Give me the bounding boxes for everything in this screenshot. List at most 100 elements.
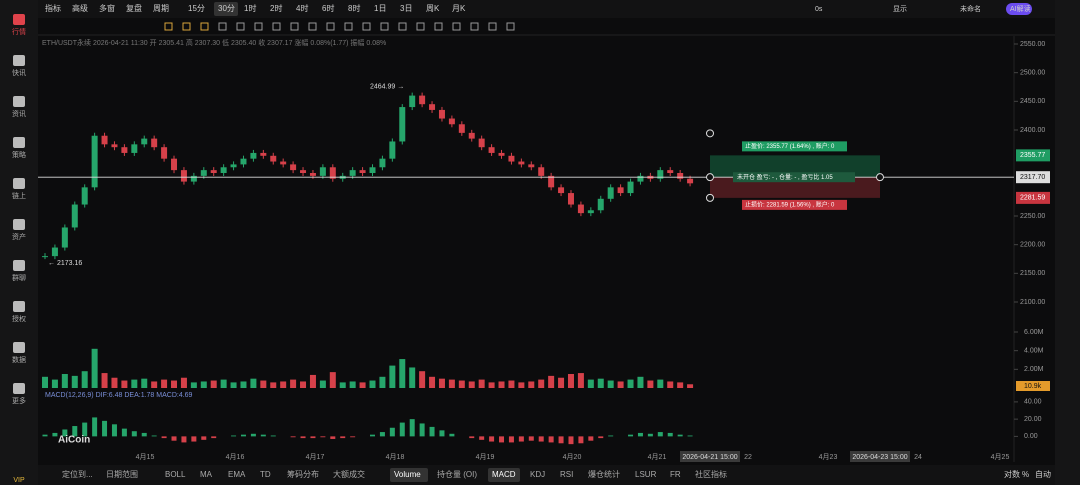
draw-tool-icon[interactable] — [344, 22, 353, 31]
draw-tool-icon[interactable] — [200, 22, 209, 31]
axis-option[interactable]: 对数 — [1004, 469, 1020, 479]
bottom-tab[interactable]: 社区指标 — [695, 469, 727, 479]
bottom-tab[interactable]: MACD — [492, 470, 516, 479]
period[interactable]: 周K — [426, 4, 440, 13]
candle — [399, 107, 406, 142]
candle — [290, 164, 297, 171]
period[interactable]: 6时 — [322, 3, 334, 13]
order-handle[interactable] — [706, 173, 714, 182]
nav-label[interactable]: 行情 — [12, 27, 26, 36]
volume-bar — [161, 379, 168, 388]
bottom-tab[interactable]: 爆仓统计 — [588, 469, 620, 479]
draw-tool-icon[interactable] — [470, 22, 479, 31]
bottom-tab[interactable]: 持仓量 (OI) — [437, 469, 477, 479]
draw-tool-icon[interactable] — [452, 22, 461, 31]
macd-bar — [300, 436, 306, 439]
nav-label[interactable]: 策略 — [12, 150, 26, 159]
bottom-tab[interactable]: TD — [260, 470, 271, 479]
order-handle[interactable] — [706, 129, 714, 138]
nav-label[interactable]: 更多 — [12, 396, 26, 405]
y-tick-label: 40.00 — [1024, 399, 1042, 406]
volume-bar — [280, 381, 287, 388]
toolbar-right[interactable]: 未命名 — [960, 4, 981, 13]
nav-label[interactable]: 授权 — [12, 314, 26, 323]
bottom-tab[interactable]: KDJ — [530, 470, 545, 479]
candle — [200, 170, 207, 176]
toolbar-item[interactable]: 多窗 — [99, 3, 115, 13]
draw-tool-icon[interactable] — [218, 22, 227, 31]
macd-bar — [72, 426, 78, 437]
bottom-tab[interactable]: Volume — [394, 470, 421, 479]
nav-label[interactable]: 快讯 — [12, 68, 26, 77]
period[interactable]: 15分 — [188, 4, 205, 13]
nav-label[interactable]: VIP — [13, 477, 25, 484]
period[interactable]: 3日 — [400, 4, 412, 13]
macd-bar — [191, 436, 197, 442]
candle — [409, 95, 416, 108]
toolbar-item[interactable]: 复盘 — [126, 3, 142, 13]
bottom-tab[interactable]: RSI — [560, 470, 573, 479]
draw-tool-icon[interactable] — [326, 22, 335, 31]
volume-bar — [468, 381, 475, 388]
nav-label[interactable]: 数据 — [12, 355, 26, 364]
bottom-tab[interactable]: 筹码分布 — [287, 469, 319, 479]
bottom-tab[interactable]: BOLL — [165, 470, 186, 479]
macd-bar — [111, 424, 117, 437]
toolbar-right[interactable]: 显示 — [893, 5, 907, 13]
period[interactable]: 8时 — [348, 3, 360, 13]
bottom-tab[interactable]: 日期范围 — [106, 469, 138, 479]
volume-bar — [240, 381, 247, 388]
draw-tool-icon[interactable] — [362, 22, 371, 31]
candle — [220, 167, 227, 173]
nav-icon — [13, 383, 25, 394]
period[interactable]: 月K — [452, 4, 466, 13]
toolbar-item[interactable]: 周期 — [153, 4, 169, 13]
bottom-tab[interactable]: MA — [200, 470, 213, 479]
candle — [617, 187, 624, 194]
order-handle[interactable] — [706, 193, 714, 202]
draw-tool-icon[interactable] — [290, 22, 299, 31]
bottom-tab[interactable]: 大额成交 — [333, 469, 365, 479]
draw-tool-icon[interactable] — [398, 22, 407, 31]
axis-option[interactable]: 自动 — [1035, 469, 1051, 479]
period[interactable]: 4时 — [296, 3, 308, 13]
period[interactable]: 1日 — [374, 4, 386, 13]
candle — [210, 170, 217, 173]
draw-tool-icon[interactable] — [272, 22, 281, 31]
macd-bar — [528, 436, 534, 441]
draw-tool-icon[interactable] — [254, 22, 263, 31]
volume-bar — [518, 382, 525, 388]
draw-tool-icon[interactable] — [434, 22, 443, 31]
toolbar-right[interactable]: AI解读 — [1010, 4, 1031, 13]
period[interactable]: 30分 — [218, 4, 235, 13]
bottom-tab[interactable]: FR — [670, 470, 681, 479]
axis-option[interactable]: % — [1022, 470, 1029, 479]
period[interactable]: 1时 — [244, 3, 256, 13]
nav-label[interactable]: 群聊 — [12, 273, 26, 282]
toolbar-item[interactable]: 高级 — [72, 3, 88, 13]
bottom-tab[interactable]: EMA — [228, 470, 246, 479]
nav-label[interactable]: 资讯 — [12, 109, 26, 118]
tab-selected — [390, 468, 428, 482]
bottom-tab[interactable]: 定位到... — [62, 469, 93, 479]
nav-label[interactable]: 链上 — [12, 191, 26, 200]
volume-bar — [597, 378, 604, 388]
draw-tool-icon[interactable] — [182, 22, 191, 31]
bottom-tab[interactable]: LSUR — [635, 470, 657, 479]
nav-label[interactable]: 资产 — [12, 232, 26, 241]
tab-selected — [488, 468, 520, 482]
draw-tool-icon[interactable] — [164, 22, 173, 31]
draw-tool-icon[interactable] — [416, 22, 425, 31]
draw-tool-icon[interactable] — [506, 22, 515, 31]
toolbar-item[interactable]: 指标 — [45, 3, 61, 13]
order-handle[interactable] — [876, 173, 884, 182]
toolbar-right[interactable]: 0s — [815, 6, 823, 13]
draw-tool-icon[interactable] — [380, 22, 389, 31]
period[interactable]: 2时 — [270, 3, 282, 13]
macd-bar — [290, 436, 296, 438]
draw-tool-icon[interactable] — [308, 22, 317, 31]
draw-tool-icon[interactable] — [236, 22, 245, 31]
macd-label: MACD(12,26,9) DIF:6.48 DEA:1.78 MACD:4.6… — [45, 392, 193, 399]
draw-tool-icon[interactable] — [488, 22, 497, 31]
